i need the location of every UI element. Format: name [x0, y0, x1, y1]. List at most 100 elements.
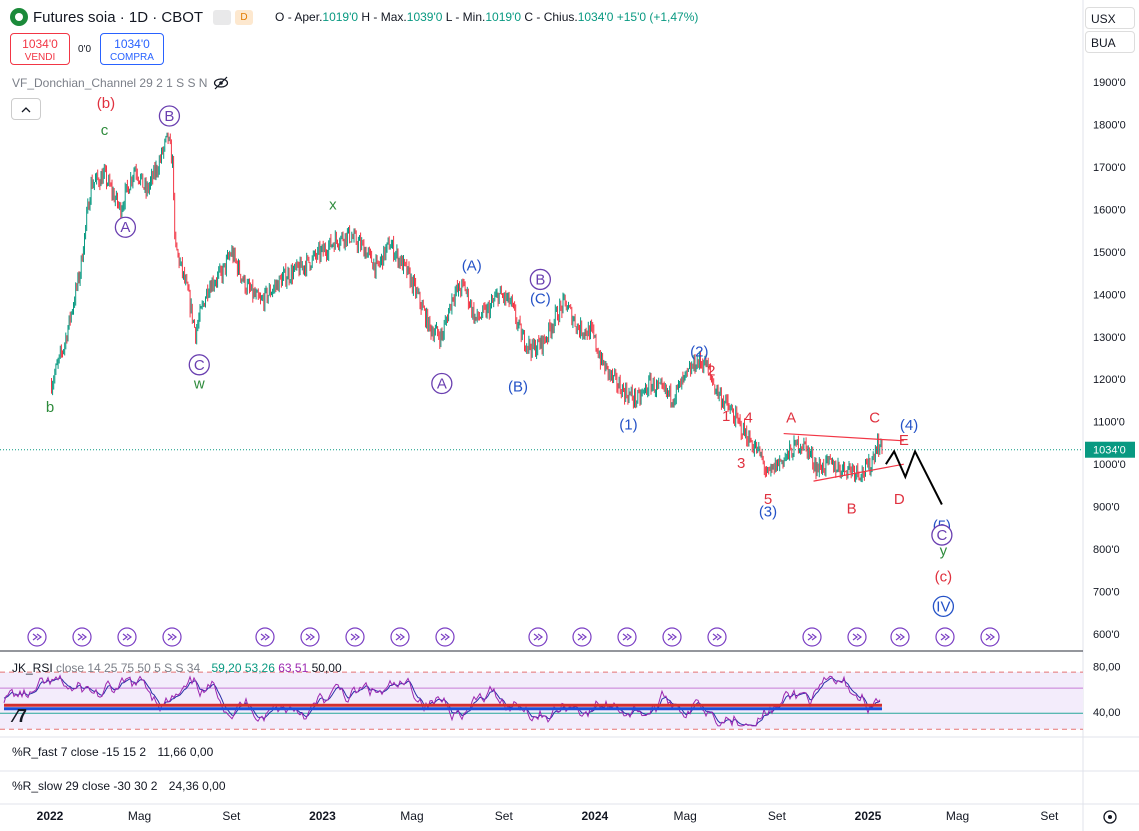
rsi-value-1: 59,20 — [211, 661, 242, 675]
low-label: L - Min. — [445, 10, 486, 24]
price-series — [50, 132, 883, 483]
wave-label-circle — [932, 595, 955, 618]
x-tick-label: 2023 — [309, 809, 336, 823]
wave-label: 3 — [737, 455, 745, 472]
triangle-lower-line — [813, 463, 904, 482]
gear-ring — [1103, 810, 1117, 824]
wave-label-circle — [931, 524, 953, 546]
marker-arrow — [122, 633, 128, 641]
chevron-up-icon — [21, 107, 31, 113]
ohlc-readout: O - Aper.1019'0 H - Max.1039'0 L - Min.1… — [275, 10, 698, 24]
x-tick-label: Mag — [946, 809, 969, 823]
marker-arrow — [309, 633, 315, 641]
wave-label: D — [894, 491, 905, 508]
x-tick-label: Set — [768, 809, 787, 823]
exchange-logo-icon — [10, 8, 28, 26]
wave-label-circle — [529, 268, 552, 291]
rslow-value-2: 0,00 — [202, 779, 226, 793]
marker-arrow — [667, 633, 673, 641]
marker-arrow — [354, 633, 360, 641]
y-tick-label: 1700'0 — [1093, 162, 1126, 174]
x-tick-label: Mag — [673, 809, 696, 823]
wave-label: 4 — [744, 409, 752, 426]
sell-price: 1034'0 — [22, 37, 58, 51]
rslow-legend[interactable]: %R_slow 29 close -30 30 2 24,36 0,00 — [12, 779, 226, 793]
eye-off-icon[interactable] — [213, 76, 229, 90]
rsi-axis-label: 80,00 — [1093, 661, 1121, 673]
x-tick-label: 2022 — [37, 809, 64, 823]
collapse-legend-button[interactable] — [11, 98, 41, 120]
rsi-value-3: 63,51 — [278, 661, 309, 675]
replay-marker-icon — [72, 627, 92, 647]
indicator-legend[interactable]: VF_Donchian_Channel 29 2 1 S S N — [12, 76, 229, 90]
wave-label: IV — [936, 598, 950, 615]
open-value: 1019'0 — [322, 10, 359, 24]
marker-arrow — [395, 633, 401, 641]
wave-label: C — [194, 357, 205, 374]
x-tick-label: Mag — [400, 809, 423, 823]
rsi-band — [0, 672, 1083, 730]
high-value: 1039'0 — [406, 10, 443, 24]
replay-marker-icon — [617, 627, 637, 647]
close-label: C - Chius. — [524, 10, 578, 24]
marker-arrow — [537, 633, 543, 641]
wave-label: (B) — [508, 378, 528, 395]
rfast-legend[interactable]: %R_fast 7 close -15 15 2 11,66 0,00 — [12, 745, 213, 759]
wave-label: E — [899, 432, 909, 449]
rsi-legend[interactable]: JK_RSI close 14 25 75 50 5 S S 34 59,20 … — [12, 661, 342, 675]
tradingview-logo-icon: ⁄7 — [10, 706, 27, 726]
wave-label: 1 — [722, 408, 730, 425]
x-tick-label: 2025 — [855, 809, 882, 823]
marker-arrow — [716, 633, 722, 641]
replay-marker-icon — [662, 627, 682, 647]
rsi-axis-label: 40,00 — [1093, 707, 1121, 719]
rsi-name: JK_RSI — [12, 661, 53, 675]
marker-arrow — [944, 633, 950, 641]
x-tick-label: Set — [222, 809, 241, 823]
marker-arrow — [399, 633, 405, 641]
x-tick-label: Set — [495, 809, 514, 823]
replay-marker-icon — [117, 627, 137, 647]
marker-arrow — [985, 633, 991, 641]
change-value: +15'0 (+1,47%) — [616, 10, 699, 24]
exchange-select[interactable]: BUA — [1085, 31, 1135, 53]
rsi-value-4: 50,00 — [311, 661, 342, 675]
marker-arrow — [899, 633, 905, 641]
marker-arrow — [807, 633, 813, 641]
y-tick-label: 900'0 — [1093, 502, 1120, 514]
wave-label: c — [101, 122, 109, 139]
x-tick-label: Set — [1040, 809, 1059, 823]
marker-arrow — [811, 633, 817, 641]
marker-arrow — [671, 633, 677, 641]
replay-marker-icon — [802, 627, 822, 647]
marker-arrow — [895, 633, 901, 641]
sell-button[interactable]: 1034'0 VENDI — [10, 33, 70, 65]
symbol-title[interactable]: Futures soia · 1D · CBOT — [33, 8, 204, 26]
settings-gear-icon[interactable] — [1103, 810, 1117, 824]
triangle-upper-line — [783, 432, 904, 442]
gear-hub — [1108, 815, 1112, 819]
currency-select[interactable]: USX — [1085, 7, 1135, 29]
rslow-name: %R_slow — [12, 779, 63, 793]
marker-arrow — [622, 633, 628, 641]
wave-label: x — [329, 196, 337, 213]
wave-label: (c) — [935, 569, 953, 586]
y-tick-label: 1900'0 — [1093, 77, 1126, 89]
rsi-value-2: 53,26 — [244, 661, 275, 675]
wave-label: C — [869, 409, 880, 426]
replay-marker-icon — [707, 627, 727, 647]
marker-arrow — [350, 633, 356, 641]
marker-arrow — [533, 633, 539, 641]
wave-label: (4) — [900, 417, 918, 434]
open-label: O - Aper. — [275, 10, 323, 24]
replay-marker-icon — [847, 627, 867, 647]
marker-arrow — [260, 633, 266, 641]
wave-label: B — [535, 271, 545, 288]
projection-path — [885, 448, 943, 505]
wave-label: (3) — [759, 504, 777, 521]
replay-marker-icon — [390, 627, 410, 647]
replay-marker-icon — [300, 627, 320, 647]
wave-label: (C) — [530, 291, 551, 308]
buy-button[interactable]: 1034'0 COMPRA — [100, 33, 164, 65]
